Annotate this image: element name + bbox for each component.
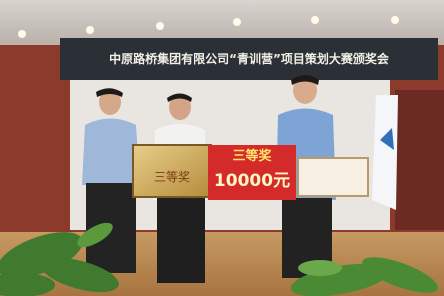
- plaque-title: 三等奖: [154, 170, 190, 184]
- banner-text: 中原路桥集团有限公司“青训营”项目策划大赛颁奖会: [109, 51, 390, 66]
- page: 中原路桥集团有限公司“青训营”项目策划大赛颁奖会 三等奖 三等奖 10000元: [0, 0, 444, 296]
- flag: [372, 95, 398, 210]
- side-wall: [395, 90, 444, 230]
- award-amount: 10000元: [214, 171, 290, 191]
- award-title: 三等奖: [232, 148, 272, 164]
- photo: 中原路桥集团有限公司“青训营”项目策划大赛颁奖会 三等奖 三等奖 10000元: [0, 0, 444, 296]
- certificate: [298, 158, 368, 196]
